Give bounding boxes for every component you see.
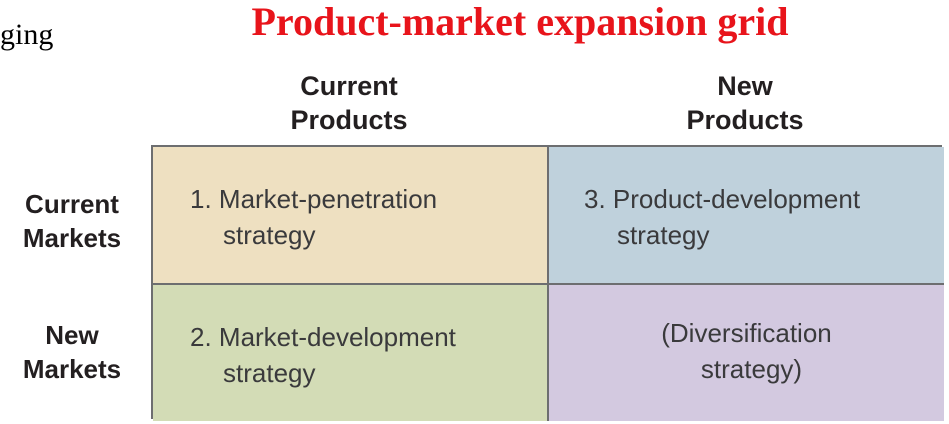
row-header-line: Markets bbox=[22, 354, 122, 384]
cell-line: strategy) bbox=[700, 354, 803, 384]
cell-line: strategy bbox=[617, 220, 710, 250]
cell-product-development: 3. Product-development strategy bbox=[549, 147, 944, 285]
row-header-current-markets: Current Markets bbox=[0, 187, 144, 255]
row-header-line: Markets bbox=[22, 223, 122, 253]
cell-text: 2. Market-development strategy bbox=[190, 319, 456, 391]
cell-line: strategy bbox=[223, 220, 316, 250]
column-header-line: New bbox=[717, 71, 773, 101]
cut-off-text-fragment: ging bbox=[0, 18, 54, 51]
expansion-grid: 1. Market-penetration strategy 3. Produc… bbox=[151, 145, 944, 421]
column-header-line: Products bbox=[290, 105, 408, 135]
column-header-current-products: Current Products bbox=[151, 69, 547, 137]
cell-diversification: (Diversification strategy) bbox=[549, 285, 944, 421]
row-header-line: New bbox=[45, 320, 99, 350]
cell-line: 2. Market-development bbox=[190, 322, 456, 352]
column-header-line: Current bbox=[300, 71, 398, 101]
row-header-new-markets: New Markets bbox=[0, 318, 144, 386]
row-header-line: Current bbox=[25, 189, 119, 219]
cell-line: (Diversification bbox=[661, 318, 832, 348]
cell-text: (Diversification strategy) bbox=[549, 315, 944, 387]
column-header-new-products: New Products bbox=[547, 69, 943, 137]
column-header-line: Products bbox=[686, 105, 804, 135]
cell-line: strategy bbox=[223, 358, 316, 388]
cell-line: 1. Market-penetration bbox=[190, 184, 438, 214]
cell-market-development: 2. Market-development strategy bbox=[153, 285, 549, 421]
cell-line: 3. Product-development bbox=[584, 184, 861, 214]
diagram-title: Product-market expansion grid bbox=[251, 0, 789, 44]
cell-text: 1. Market-penetration strategy bbox=[190, 181, 437, 253]
cell-market-penetration: 1. Market-penetration strategy bbox=[153, 147, 549, 285]
cell-text: 3. Product-development strategy bbox=[584, 181, 860, 253]
